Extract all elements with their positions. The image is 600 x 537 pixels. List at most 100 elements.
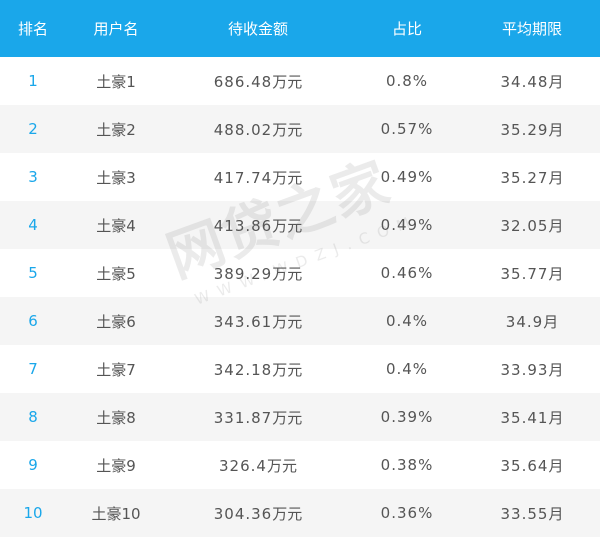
term-value: 33.55 [500, 504, 549, 523]
ratio-cell: 0.57% [350, 105, 464, 153]
table-row[interactable]: 8 土豪8 331.87万元 0.39% 35.41月 [0, 393, 600, 441]
table-header: 排名 用户名 待收金额 占比 平均期限 [0, 0, 600, 57]
amount-value: 389.29 [213, 264, 273, 283]
amount-value: 331.87 [213, 408, 273, 427]
amount-unit: 万元 [272, 168, 303, 187]
username-cell: 土豪7 [66, 345, 166, 393]
amount-cell: 488.02万元 [166, 105, 350, 153]
rank-cell: 7 [0, 345, 66, 393]
term-value: 34.48 [500, 72, 549, 91]
table-row[interactable]: 5 土豪5 389.29万元 0.46% 35.77月 [0, 249, 600, 297]
amount-cell: 686.48万元 [166, 57, 350, 105]
amount-value: 686.48 [213, 72, 273, 91]
header-term[interactable]: 平均期限 [464, 0, 600, 57]
rank-cell: 10 [0, 489, 66, 537]
amount-unit: 万元 [272, 264, 303, 283]
username-cell: 土豪8 [66, 393, 166, 441]
amount-unit: 万元 [272, 120, 303, 139]
term-unit: 月 [548, 504, 564, 523]
term-cell: 34.9月 [464, 297, 600, 345]
username-cell: 土豪1 [66, 57, 166, 105]
term-cell: 35.64月 [464, 441, 600, 489]
amount-value: 343.61 [213, 312, 273, 331]
amount-value: 304.36 [213, 504, 273, 523]
table-body: 1 土豪1 686.48万元 0.8% 34.48月 2 土豪2 488.02万元 0.57% 3… [0, 57, 600, 537]
amount-unit: 万元 [272, 216, 303, 235]
amount-unit: 万元 [272, 408, 303, 427]
term-unit: 月 [548, 408, 564, 427]
term-value: 35.29 [500, 120, 549, 139]
ratio-cell: 0.49% [350, 201, 464, 249]
term-value: 35.41 [500, 408, 549, 427]
rank-cell: 4 [0, 201, 66, 249]
table-row[interactable]: 9 土豪9 326.4万元 0.38% 35.64月 [0, 441, 600, 489]
username-cell: 土豪6 [66, 297, 166, 345]
amount-cell: 326.4万元 [166, 441, 350, 489]
term-value: 35.64 [500, 456, 549, 475]
term-unit: 月 [548, 264, 564, 283]
table-row[interactable]: 3 土豪3 417.74万元 0.49% 35.27月 [0, 153, 600, 201]
amount-cell: 331.87万元 [166, 393, 350, 441]
header-username[interactable]: 用户名 [66, 0, 166, 57]
rank-cell: 2 [0, 105, 66, 153]
amount-unit: 万元 [266, 456, 297, 475]
ratio-cell: 0.8% [350, 57, 464, 105]
term-value: 35.27 [500, 168, 549, 187]
rank-cell: 1 [0, 57, 66, 105]
table-row[interactable]: 10 土豪10 304.36万元 0.36% 33.55月 [0, 489, 600, 537]
amount-value: 417.74 [213, 168, 273, 187]
term-value: 32.05 [500, 216, 549, 235]
term-value: 35.77 [500, 264, 549, 283]
amount-value: 413.86 [213, 216, 273, 235]
rank-cell: 8 [0, 393, 66, 441]
ratio-cell: 0.39% [350, 393, 464, 441]
rank-cell: 6 [0, 297, 66, 345]
header-rank[interactable]: 排名 [0, 0, 66, 57]
username-cell: 土豪3 [66, 153, 166, 201]
username-cell: 土豪5 [66, 249, 166, 297]
term-unit: 月 [548, 360, 564, 379]
term-unit: 月 [543, 312, 559, 331]
term-cell: 35.27月 [464, 153, 600, 201]
term-cell: 33.55月 [464, 489, 600, 537]
amount-cell: 413.86万元 [166, 201, 350, 249]
term-unit: 月 [548, 168, 564, 187]
table-row[interactable]: 4 土豪4 413.86万元 0.49% 32.05月 [0, 201, 600, 249]
ratio-cell: 0.38% [350, 441, 464, 489]
term-cell: 35.77月 [464, 249, 600, 297]
term-unit: 月 [548, 120, 564, 139]
term-cell: 35.41月 [464, 393, 600, 441]
table-row[interactable]: 1 土豪1 686.48万元 0.8% 34.48月 [0, 57, 600, 105]
header-row: 排名 用户名 待收金额 占比 平均期限 [0, 0, 600, 57]
term-cell: 34.48月 [464, 57, 600, 105]
amount-value: 326.4 [219, 456, 267, 475]
amount-unit: 万元 [272, 504, 303, 523]
term-cell: 33.93月 [464, 345, 600, 393]
term-value: 33.93 [500, 360, 549, 379]
amount-cell: 304.36万元 [166, 489, 350, 537]
term-cell: 35.29月 [464, 105, 600, 153]
header-ratio[interactable]: 占比 [350, 0, 464, 57]
amount-unit: 万元 [272, 72, 303, 91]
term-unit: 月 [548, 456, 564, 475]
username-cell: 土豪2 [66, 105, 166, 153]
term-value: 34.9 [505, 312, 544, 331]
amount-cell: 389.29万元 [166, 249, 350, 297]
table-row[interactable]: 6 土豪6 343.61万元 0.4% 34.9月 [0, 297, 600, 345]
header-amount[interactable]: 待收金额 [166, 0, 350, 57]
rank-cell: 3 [0, 153, 66, 201]
table-row[interactable]: 7 土豪7 342.18万元 0.4% 33.93月 [0, 345, 600, 393]
amount-unit: 万元 [272, 312, 303, 331]
amount-unit: 万元 [272, 360, 303, 379]
amount-value: 488.02 [213, 120, 273, 139]
amount-cell: 342.18万元 [166, 345, 350, 393]
ratio-cell: 0.4% [350, 345, 464, 393]
table-row[interactable]: 2 土豪2 488.02万元 0.57% 35.29月 [0, 105, 600, 153]
ratio-cell: 0.49% [350, 153, 464, 201]
ratio-cell: 0.36% [350, 489, 464, 537]
username-cell: 土豪4 [66, 201, 166, 249]
term-cell: 32.05月 [464, 201, 600, 249]
term-unit: 月 [548, 216, 564, 235]
amount-cell: 343.61万元 [166, 297, 350, 345]
username-cell: 土豪10 [66, 489, 166, 537]
